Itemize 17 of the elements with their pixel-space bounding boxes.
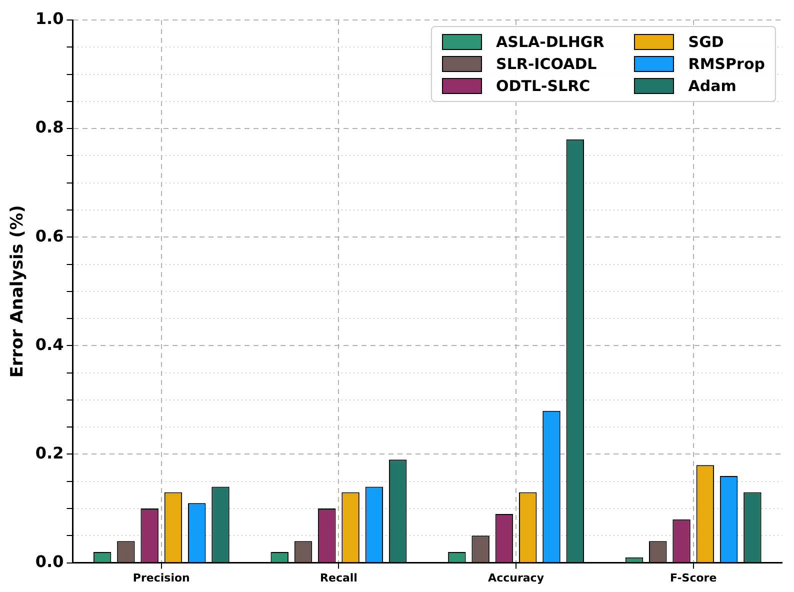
y-tick-label: 0.8 [35,118,64,137]
y-tick-label: 0.6 [35,226,64,246]
x-tick-label: F-Score [670,571,717,584]
legend-label: Adam [688,77,736,95]
legend-label: RMSProp [688,55,765,73]
y-tick-label: 1.0 [35,9,64,28]
legend-label: ODTL-SLRC [496,77,590,95]
y-tick-label: 0.2 [35,443,64,462]
legend-label: ASLA-DLHGR [496,33,604,51]
y-tick-label: 0.0 [35,552,64,571]
x-tick-label: Precision [132,571,190,584]
x-tick-label: Accuracy [488,571,544,584]
y-axis-title: Error Analysis (%) [8,205,28,378]
legend-label: SLR-ICOADL [496,55,597,73]
x-tick-label: Recall [320,571,358,584]
y-tick-label: 0.4 [35,334,64,354]
legend-label: SGD [688,33,724,51]
